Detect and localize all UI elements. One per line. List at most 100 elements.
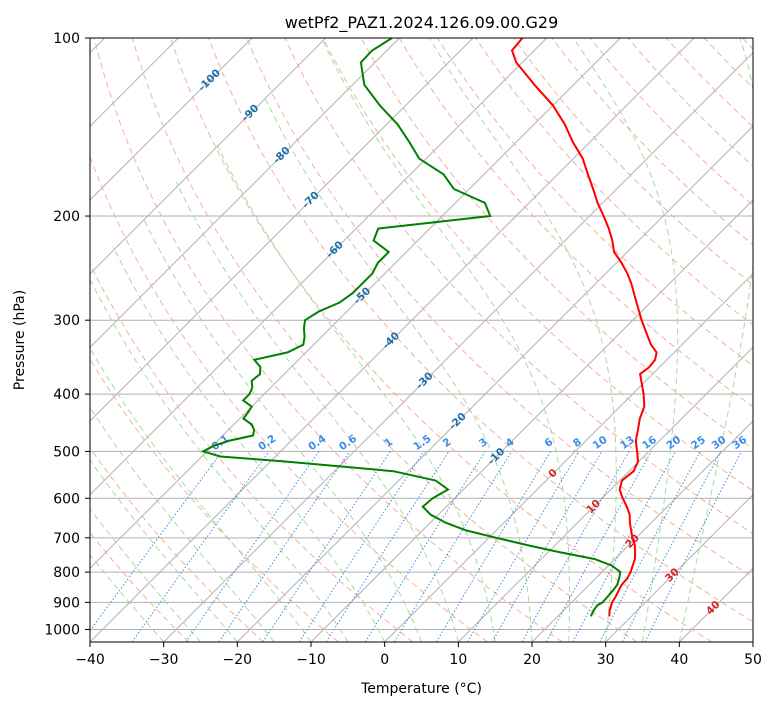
mixing-ratio-label: 13 [618, 434, 637, 452]
mixing-ratio-line [644, 451, 742, 642]
mixing-ratio-lines [90, 451, 742, 642]
dry-adiabat [551, 38, 753, 246]
dry-adiabat [90, 358, 339, 642]
y-axis: 100 200 300 400 500 600 700 800 900 1000 [44, 31, 90, 638]
mixing-ratio-line [298, 451, 425, 642]
mixing-ratio-line [467, 451, 580, 642]
dry-adiabat [589, 38, 753, 206]
y-tick-label: 500 [53, 444, 80, 460]
y-tick-label: 800 [53, 565, 80, 581]
mixing-ratio-label: 0.4 [306, 433, 328, 454]
mixing-ratio-line [599, 451, 701, 642]
mixing-ratio-line [521, 451, 630, 642]
mixing-ratio-line [325, 451, 450, 642]
moist-adiabat [90, 406, 275, 642]
mixing-ratio-label: 1.5 [411, 433, 433, 454]
x-axis: −40 −30 −20 −10 0 10 20 30 40 50 [75, 642, 762, 668]
moist-adiabat [90, 278, 349, 642]
mixing-ratio-line [393, 451, 513, 642]
temperature-profile-line [510, 38, 658, 617]
moist-adiabat [90, 347, 312, 642]
mixing-ratio-label: 8 [571, 436, 584, 450]
mixing-ratio-label: 10 [591, 434, 610, 452]
x-tick-label: 50 [744, 652, 762, 668]
x-tick-label: −20 [223, 652, 253, 668]
isotherm-line [310, 199, 753, 642]
mixing-ratio-label: 36 [730, 434, 749, 452]
y-tick-label: 600 [53, 491, 80, 507]
isotherm-line [678, 567, 753, 642]
moist-adiabat [429, 38, 617, 642]
mixing-ratio-line [435, 451, 552, 642]
mixing-ratio-label: 30 [710, 434, 729, 452]
isotherm-line [90, 38, 621, 570]
moist-adiabat [175, 181, 459, 642]
profiles [200, 38, 658, 617]
mixing-ratio-label: 1 [382, 436, 395, 450]
x-tick-label: 40 [670, 652, 688, 668]
dry-adiabat [90, 446, 264, 642]
isotherm-line [90, 38, 474, 422]
chart-title: wetPf2_PAZ1.2024.126.09.00.G29 [285, 13, 559, 33]
y-tick-label: 700 [53, 531, 80, 547]
dry-adiabat [90, 531, 190, 642]
moist-adiabat [321, 38, 571, 642]
moist-adiabat [141, 215, 422, 642]
x-tick-label: −10 [296, 652, 326, 668]
moist-adiabat [678, 38, 753, 642]
dry-adiabat [742, 38, 753, 50]
mixing-ratio-line [90, 451, 223, 632]
dry-adiabat [246, 38, 753, 578]
x-axis-title: Temperature (°C) [360, 681, 482, 697]
mixing-ratio-label: 25 [689, 434, 708, 452]
y-tick-label: 100 [53, 31, 80, 47]
x-tick-label: −40 [75, 652, 105, 668]
y-tick-label: 900 [53, 595, 80, 611]
mixing-ratio-line [572, 451, 676, 642]
isotherm-line [384, 272, 753, 642]
mixing-ratio-line [364, 451, 486, 642]
dry-adiabat [170, 38, 712, 642]
dry-adiabat [208, 38, 753, 623]
isotherm-line [236, 125, 753, 642]
moist-adiabat [112, 246, 386, 642]
dry-adiabat [131, 38, 638, 642]
mixing-ratio-line [185, 451, 320, 642]
dry-adiabat [322, 38, 753, 492]
dry-adiabat [665, 38, 753, 128]
mixing-ratio-line [262, 451, 391, 642]
isotherm-line [90, 38, 327, 275]
isotherm-line [90, 38, 548, 496]
mixing-ratio-labels: 0.1 0.2 0.4 0.6 1 1.5 2 3 4 6 8 10 13 16 20 25 30 36 [209, 433, 749, 454]
mixing-ratio-label: 20 [664, 434, 683, 452]
plot-frame [89, 37, 754, 643]
moist-adiabat [90, 459, 238, 642]
dry-adiabat [90, 155, 488, 642]
x-tick-label: 20 [523, 652, 541, 668]
x-tick-label: 10 [449, 652, 467, 668]
dewpoint-profile-line [200, 38, 622, 617]
y-tick-label: 300 [53, 313, 80, 329]
mixing-ratio-line [218, 451, 351, 642]
dry-adiabat [475, 38, 753, 326]
moist-adiabat [573, 38, 679, 642]
dry-adiabat [513, 38, 753, 286]
moist-adiabat [263, 95, 533, 642]
mixing-ratio-line [545, 451, 652, 642]
dry-adiabat [93, 38, 563, 642]
isotherm-line [90, 38, 400, 349]
mixing-ratio-label: 16 [640, 434, 659, 452]
x-tick-label: 30 [597, 652, 615, 668]
isotherm-line [605, 493, 753, 642]
mixing-ratio-line [621, 451, 722, 642]
isotherm-line [90, 38, 253, 201]
y-tick-label: 1000 [44, 622, 80, 638]
mixing-ratio-line [131, 451, 270, 642]
isotherm-line [163, 51, 753, 642]
isotherm-line [457, 346, 753, 642]
moist-adiabats [90, 38, 753, 642]
y-tick-label: 200 [53, 209, 80, 225]
y-axis-title: Pressure (hPa) [12, 290, 28, 390]
x-tick-label: 0 [380, 652, 389, 668]
